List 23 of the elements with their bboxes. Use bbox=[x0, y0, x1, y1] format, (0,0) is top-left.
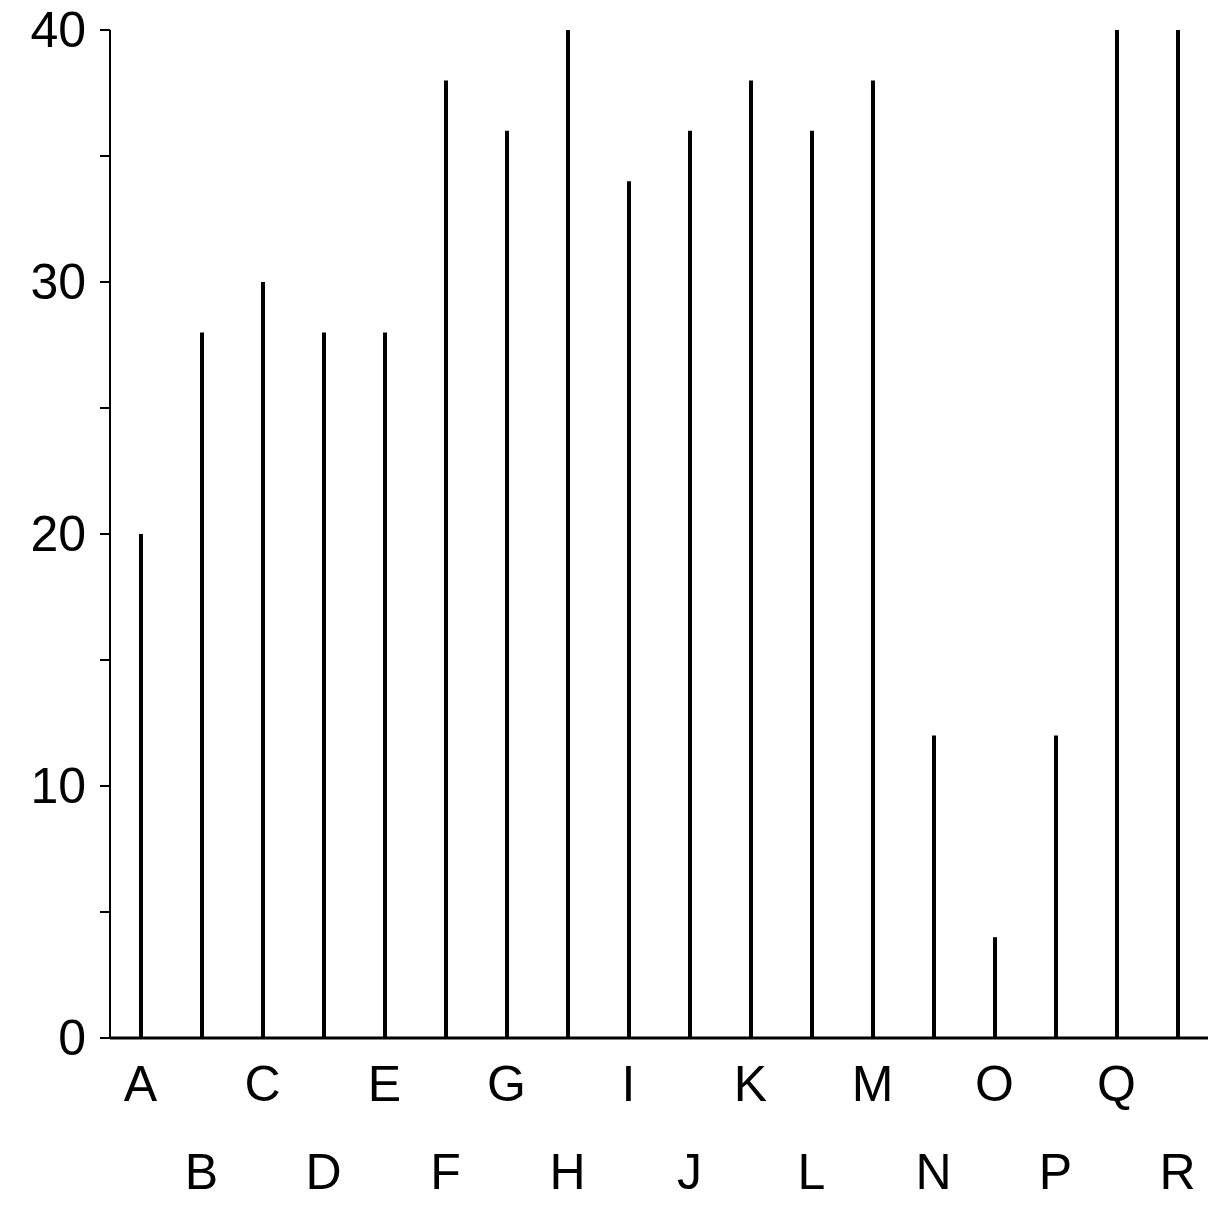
x-tick-label: B bbox=[184, 1144, 219, 1200]
x-tick-label: M bbox=[851, 1056, 894, 1112]
x-tick-label: O bbox=[975, 1056, 1014, 1112]
y-tick-label: 20 bbox=[30, 506, 86, 562]
x-tick-label: I bbox=[621, 1056, 636, 1112]
x-tick-label: J bbox=[677, 1144, 702, 1200]
x-tick-label: P bbox=[1038, 1144, 1073, 1200]
x-tick-label: C bbox=[244, 1056, 281, 1112]
x-tick-label: F bbox=[430, 1144, 461, 1200]
x-tick-label: D bbox=[305, 1144, 342, 1200]
y-tick-label: 30 bbox=[30, 254, 86, 310]
x-tick-label: Q bbox=[1097, 1056, 1136, 1112]
x-tick-label: G bbox=[487, 1056, 526, 1112]
y-tick-label: 0 bbox=[58, 1010, 86, 1066]
x-tick-label: A bbox=[123, 1056, 158, 1112]
x-tick-label: H bbox=[549, 1144, 586, 1200]
y-tick-label: 40 bbox=[30, 2, 86, 58]
x-tick-label: E bbox=[367, 1056, 402, 1112]
x-tick-label: N bbox=[915, 1144, 952, 1200]
x-tick-label: R bbox=[1159, 1144, 1196, 1200]
y-tick-label: 10 bbox=[30, 758, 86, 814]
x-tick-label: K bbox=[733, 1056, 768, 1112]
x-tick-label: L bbox=[797, 1144, 826, 1200]
